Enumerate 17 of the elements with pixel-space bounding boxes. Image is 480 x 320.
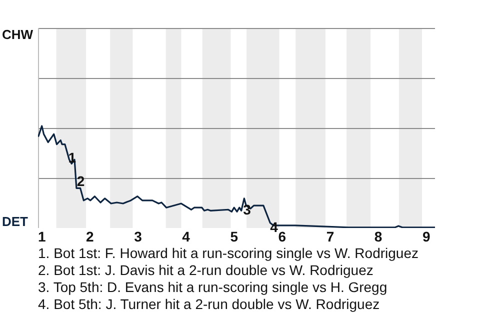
x-tick-label: 2: [86, 228, 94, 244]
x-tick-label: 1: [38, 228, 46, 244]
x-tick-label: 7: [326, 228, 334, 244]
x-tick-label: 3: [134, 228, 142, 244]
text: CHW: [2, 27, 34, 42]
text: 2. Bot 1st: J. Davis hit a 2-run double vs W. Rodriguez: [38, 262, 374, 279]
text: DET: [2, 214, 28, 229]
text: 3. Top 5th: D. Evans hit a run-scoring single vs H. Gregg: [38, 279, 388, 296]
annotation: 2: [76, 172, 85, 189]
annotation: 3: [243, 202, 252, 218]
text: 4. Bot 5th: J. Turner hit a 2-run double vs W. Rodriguez: [38, 296, 381, 313]
x-tick-label: 5: [230, 228, 238, 244]
x-tick-label: 6: [278, 228, 286, 244]
x-tick-label: 8: [374, 228, 382, 244]
x-tick-label: 4: [182, 228, 190, 244]
x-tick-label: 9: [422, 228, 430, 244]
text: 1. Bot 1st: F. Howard hit a run-scoring single vs W. Rodriguez: [38, 245, 418, 262]
